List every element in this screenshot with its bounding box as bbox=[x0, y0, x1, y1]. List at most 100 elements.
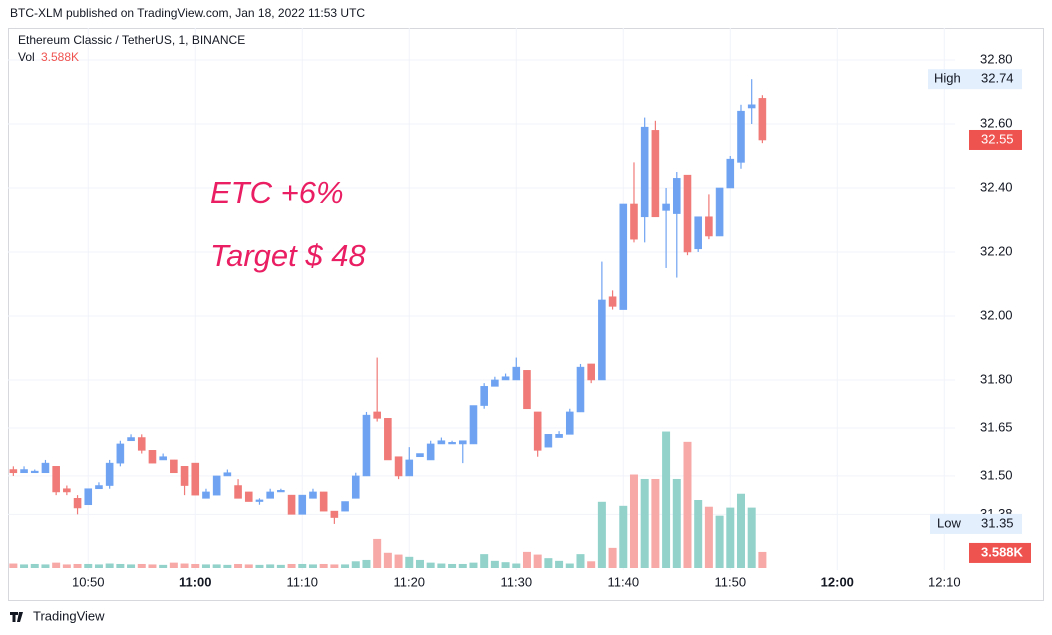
candle-body bbox=[565, 411, 574, 435]
candle-body bbox=[362, 414, 371, 477]
candle-body bbox=[234, 485, 242, 499]
candle-body bbox=[598, 299, 606, 381]
published-line: BTC-XLM published on TradingView.com, Ja… bbox=[10, 6, 365, 20]
volume-bar bbox=[480, 554, 489, 568]
candle-body bbox=[512, 366, 521, 381]
candle-body bbox=[491, 379, 499, 387]
candle-body bbox=[255, 499, 264, 502]
y-tick-label: 31.80 bbox=[980, 371, 1013, 386]
volume-bar bbox=[287, 563, 296, 568]
low-value: 31.35 bbox=[981, 515, 1014, 530]
candle-body bbox=[244, 491, 253, 502]
candle-body bbox=[137, 437, 146, 451]
candle-body bbox=[298, 494, 307, 515]
x-tick-label: 12:00 bbox=[821, 574, 854, 589]
candle-body bbox=[9, 469, 18, 474]
volume-bar bbox=[298, 563, 307, 568]
volume-bar bbox=[52, 562, 61, 568]
volume-bar bbox=[405, 556, 414, 568]
volume-bar bbox=[319, 563, 328, 568]
x-tick-label: 11:30 bbox=[500, 574, 532, 589]
volume-bar bbox=[191, 563, 200, 568]
candle-body bbox=[41, 462, 50, 474]
volume-bar bbox=[41, 564, 50, 568]
volume-name: Vol bbox=[18, 50, 35, 64]
y-tick-label: 32.40 bbox=[980, 179, 1013, 194]
volume-bar bbox=[490, 560, 499, 568]
low-label: Low bbox=[937, 515, 961, 530]
y-tick-label: 31.65 bbox=[980, 419, 1013, 434]
x-tick-label: 11:00 bbox=[179, 574, 212, 589]
candle-body bbox=[533, 411, 542, 451]
volume-bar bbox=[330, 564, 339, 568]
volume-bar bbox=[726, 507, 735, 568]
volume-bar bbox=[501, 562, 510, 568]
candle-body bbox=[683, 174, 692, 253]
candle-body bbox=[116, 443, 125, 464]
candle-body bbox=[127, 437, 135, 442]
candle-body bbox=[148, 450, 157, 464]
candle-body bbox=[469, 405, 478, 445]
volume-bar bbox=[201, 564, 210, 568]
candle-body bbox=[726, 158, 735, 189]
candle-body bbox=[170, 459, 178, 474]
volume-bar bbox=[341, 564, 350, 568]
volume-bar bbox=[308, 564, 317, 568]
candle-body bbox=[287, 494, 296, 515]
volume-bar bbox=[522, 551, 531, 568]
volume-bar bbox=[469, 562, 478, 568]
volume-bar bbox=[148, 564, 157, 568]
candle-body bbox=[330, 510, 339, 518]
volume-bar bbox=[276, 564, 285, 568]
volume-bar bbox=[9, 563, 18, 568]
volume-bar bbox=[587, 561, 596, 568]
volume-bar bbox=[533, 554, 542, 568]
volume-bar bbox=[651, 478, 660, 568]
candle-body bbox=[576, 366, 585, 413]
last-price-box bbox=[969, 129, 1022, 150]
volume-bar bbox=[576, 554, 585, 568]
volume-bar bbox=[672, 478, 681, 568]
volume-bar bbox=[373, 538, 382, 568]
volume-bar bbox=[351, 561, 360, 568]
volume-bar bbox=[127, 564, 136, 568]
x-tick-label: 11:40 bbox=[607, 574, 639, 589]
volume-bar bbox=[640, 478, 649, 568]
candle-body bbox=[30, 470, 39, 474]
volume-bar bbox=[448, 563, 457, 568]
last-price: 32.55 bbox=[981, 131, 1014, 146]
candle-body bbox=[52, 466, 60, 493]
high-box bbox=[928, 69, 1022, 90]
candle-body bbox=[394, 456, 403, 477]
candle-body bbox=[758, 98, 767, 141]
candle-body bbox=[662, 203, 670, 211]
volume-bar bbox=[426, 562, 435, 568]
y-tick-label: 32.80 bbox=[980, 51, 1013, 66]
volume-bar bbox=[736, 493, 745, 568]
candle-body bbox=[202, 491, 210, 499]
candle-body bbox=[651, 130, 660, 218]
volume-bar bbox=[458, 563, 467, 568]
volume-bar bbox=[116, 563, 125, 568]
volume-bar bbox=[84, 563, 93, 568]
candle-body bbox=[426, 443, 435, 461]
volume-bar bbox=[73, 563, 82, 568]
x-tick-label: 12:10 bbox=[928, 574, 961, 589]
candle-body bbox=[715, 187, 724, 237]
volume-bar bbox=[212, 564, 221, 568]
volume-bar bbox=[94, 564, 103, 568]
candle-body bbox=[501, 376, 510, 381]
y-tick-label: 32.00 bbox=[980, 307, 1013, 322]
candle-body bbox=[223, 472, 232, 477]
chart-frame bbox=[8, 28, 1044, 601]
candle-body bbox=[180, 466, 189, 486]
annotation: Target $ 48 bbox=[210, 238, 366, 273]
y-tick-label: 32.20 bbox=[980, 243, 1013, 258]
candle-body bbox=[416, 453, 424, 458]
low-box bbox=[930, 513, 1022, 534]
last-volume: 3.588K bbox=[981, 544, 1024, 559]
volume-bar bbox=[362, 559, 371, 568]
x-tick-label: 11:20 bbox=[393, 574, 425, 589]
volume-bar bbox=[608, 547, 617, 568]
